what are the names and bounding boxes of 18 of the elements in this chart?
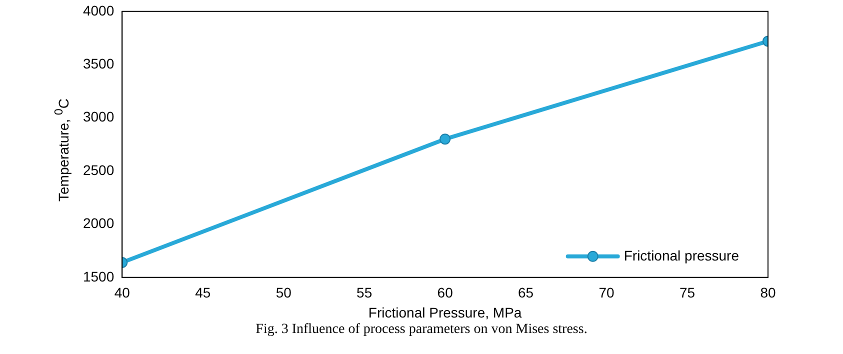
y-tick-label: 2000 bbox=[82, 215, 114, 232]
x-tick-label: 50 bbox=[276, 284, 292, 301]
y-tick-label: 1500 bbox=[82, 268, 114, 284]
x-tick-label: 40 bbox=[114, 284, 130, 301]
x-tick-label: 75 bbox=[679, 284, 696, 301]
x-tick-label: 80 bbox=[760, 284, 776, 301]
x-tick-label: 70 bbox=[598, 284, 615, 301]
legend-label: Frictional pressure bbox=[624, 247, 740, 264]
y-tick-label: 4000 bbox=[82, 2, 114, 18]
x-tick-label: 60 bbox=[437, 284, 454, 301]
x-tick-label: 55 bbox=[356, 284, 372, 301]
caption: Fig. 3 Influence of process parameters on von Mises stress. bbox=[254, 322, 588, 338]
y-tick-label: 2500 bbox=[82, 162, 114, 178]
x-tick-label: 45 bbox=[195, 284, 211, 301]
y-tick-label: 3500 bbox=[82, 55, 114, 72]
x-tick-label: 65 bbox=[518, 284, 534, 301]
y-tick-label: 3000 bbox=[82, 108, 114, 125]
x-axis-title: Frictional Pressure, MPa bbox=[368, 304, 522, 320]
